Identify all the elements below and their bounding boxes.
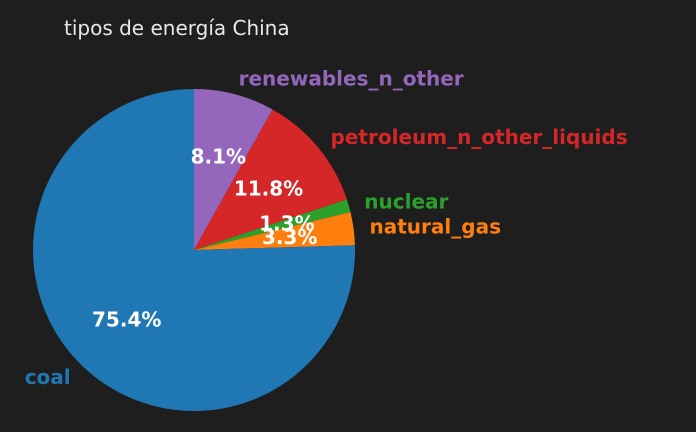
- pie-category-label-nuclear: nuclear: [364, 189, 448, 213]
- pie-category-label-coal: coal: [25, 365, 71, 389]
- pie-category-labels: renewables_n_other petroleum_n_other_liqu…: [25, 67, 628, 389]
- pie-slice-petroleum-n-other-liquids: [194, 109, 347, 250]
- pie-pct-label-natural-gas: 3.3%: [262, 225, 317, 249]
- pie-pct-label-renewables-n-other: 8.1%: [191, 145, 246, 169]
- pie-category-label-natural-gas: natural_gas: [370, 214, 501, 238]
- pie-slice-natural-gas: [194, 212, 355, 250]
- pie-percent-labels: 8.1% 11.8% 1.3%3.3% 75.4%: [92, 145, 317, 332]
- pie-category-label-renewables-n-other: renewables_n_other: [239, 67, 464, 91]
- pie-pct-label-coal: 75.4%: [92, 307, 161, 331]
- chart-title: tipos de energía China: [64, 16, 290, 40]
- pie-pct-label-petroleum-n-other-liquids: 11.8%: [234, 176, 303, 200]
- pie-slice-nuclear: [194, 199, 351, 250]
- pie-pct-label-nuclear: 1.3%: [259, 211, 314, 235]
- pie-slice-coal: [33, 89, 356, 411]
- pie-slices: [33, 89, 356, 411]
- pie-category-label-petroleum-n-other-liquids: petroleum_n_other_liquids: [331, 125, 628, 149]
- pie-slice-renewables-n-other: [194, 89, 273, 250]
